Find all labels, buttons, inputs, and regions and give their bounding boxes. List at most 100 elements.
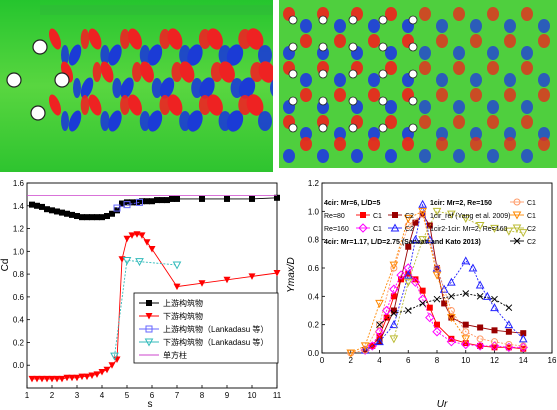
- data-point: [390, 223, 400, 232]
- x-tick-label: 0: [320, 356, 325, 365]
- data-point: [79, 214, 85, 221]
- vortex-mark: [246, 28, 264, 50]
- vortex-mark: [521, 46, 533, 60]
- x-tick-label: 8: [200, 391, 205, 400]
- vortex-mark: [147, 110, 163, 132]
- vortex-mark: [199, 77, 215, 99]
- vortex-mark: [368, 19, 380, 33]
- x-tick-label: 7: [175, 391, 180, 400]
- vortex-mark: [419, 61, 431, 75]
- x-tick-label: 4: [100, 391, 105, 400]
- data-point: [432, 207, 442, 216]
- data-point: [383, 314, 390, 321]
- vortex-mark: [419, 46, 431, 60]
- x-tick-label: 2: [50, 391, 55, 400]
- data-point: [69, 211, 75, 218]
- vortex-mark: [385, 149, 397, 163]
- data-point: [491, 338, 498, 346]
- data-point: [28, 375, 36, 383]
- x-axis-title: s: [148, 399, 153, 410]
- vortex-mark: [283, 149, 295, 163]
- vortex-mark: [436, 34, 448, 48]
- vortex-mark: [334, 127, 346, 141]
- legend-label: 上游构筑物（Lankadasu 等）: [163, 324, 268, 334]
- cylinder-mark: [318, 96, 328, 106]
- data-point: [505, 328, 512, 335]
- x-tick-label: 2: [349, 356, 354, 365]
- data-point: [425, 235, 435, 244]
- data-point: [58, 375, 66, 383]
- vortex-mark: [68, 44, 82, 66]
- vortex-mark: [470, 73, 482, 87]
- legend-label: C2: [527, 226, 536, 233]
- legend-label: 上游构筑物: [163, 298, 203, 308]
- vortex-mark: [139, 111, 151, 131]
- vortex-mark: [419, 7, 431, 21]
- vortex-mark: [187, 110, 203, 132]
- data-point: [446, 336, 457, 347]
- data-point: [274, 194, 280, 201]
- data-point: [114, 207, 120, 214]
- cylinder-mark: [348, 15, 358, 25]
- series-1cir ref C1: [346, 207, 471, 358]
- data-point: [461, 214, 471, 223]
- vortex-mark: [487, 115, 499, 129]
- legend-label: C1: [527, 213, 536, 220]
- data-point: [149, 198, 155, 205]
- y-tick-label: 1.6: [13, 179, 25, 188]
- series-line: [364, 213, 524, 351]
- data-point: [173, 283, 181, 291]
- vortex-mark: [258, 61, 273, 83]
- vortex-mark: [368, 127, 380, 141]
- data-point: [447, 307, 455, 314]
- cylinder-mark: [378, 69, 388, 79]
- vortex-mark: [300, 19, 312, 33]
- data-point: [358, 223, 368, 233]
- data-point: [346, 349, 356, 358]
- x-tick-label: 12: [490, 356, 499, 365]
- cylinder-mark: [348, 123, 358, 133]
- vortex-mark: [436, 73, 448, 87]
- y-tick-label: 0.8: [308, 236, 320, 245]
- data-point: [462, 290, 470, 297]
- data-point: [405, 243, 412, 250]
- data-point: [432, 271, 442, 280]
- data-point: [426, 304, 433, 311]
- data-point: [513, 198, 521, 206]
- cylinder-mark: [318, 42, 328, 52]
- x-tick-label: 6: [150, 391, 155, 400]
- vortex-mark: [270, 79, 273, 97]
- cylinder-mark: [408, 15, 418, 25]
- data-point: [68, 374, 76, 382]
- data-point: [54, 208, 60, 215]
- data-point: [122, 256, 132, 265]
- data-point: [104, 213, 110, 220]
- vortex-mark: [300, 127, 312, 141]
- vortex-mark: [470, 19, 482, 33]
- data-point: [475, 222, 485, 231]
- vortex-mark: [504, 88, 516, 102]
- chart-legend: 4cir: Mr=6, L/D=5 Re=80 Re=160 4cir: Mr=1.1…: [324, 198, 536, 246]
- data-point: [418, 236, 427, 245]
- vortex-mark: [385, 100, 397, 114]
- data-point: [434, 321, 440, 328]
- cylinder-mark: [348, 42, 358, 52]
- series-Sanaati C2: [376, 290, 513, 329]
- series-Re=160 C2: [360, 199, 528, 354]
- vortex-mark: [80, 29, 90, 49]
- vortex-mark: [187, 44, 203, 66]
- x-tick-label: 8: [435, 356, 440, 365]
- cylinder-mark: [288, 42, 298, 52]
- data-point: [38, 375, 46, 383]
- legend-label: C1: [373, 226, 382, 233]
- vortex-mark: [68, 110, 82, 132]
- data-point: [433, 264, 441, 272]
- y-tick-label: 1.0: [13, 247, 25, 256]
- series-上游构筑物: [29, 194, 280, 221]
- flow-field-staggered-cylinders: [0, 0, 273, 172]
- cylinder-mark: [288, 15, 298, 25]
- cylinder-mark: [378, 42, 388, 52]
- data-point: [133, 231, 141, 238]
- data-point: [129, 199, 135, 206]
- vortex-mark: [453, 149, 465, 163]
